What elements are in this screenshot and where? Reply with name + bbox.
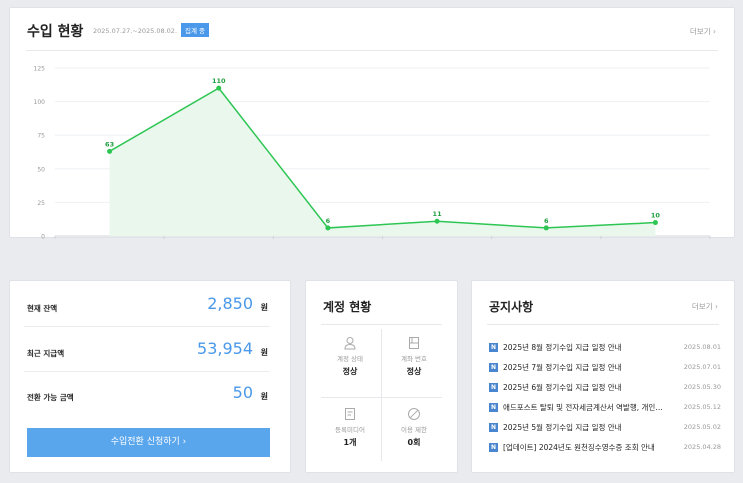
current-balance-unit: 원 (260, 303, 268, 312)
new-badge: N (489, 343, 498, 352)
notice-item[interactable]: N 2025년 7월 정기수입 지급 일정 안내 2025.07.01 (489, 362, 721, 374)
new-badge: N (489, 363, 498, 372)
registered-media-label: 등록미디어 (335, 426, 365, 434)
y-tick-label: 50 (37, 166, 45, 173)
new-badge: N (489, 423, 498, 432)
account-status-card: 계정 현황 계정 상태 정상 계좌 번호 정상 등록미디어 1개 (305, 280, 458, 473)
new-badge: N (489, 403, 498, 412)
registered-media-cell: 등록미디어 1개 (320, 407, 380, 448)
data-label: 6 (326, 217, 331, 225)
notice-item-title: [업데이트] 2024년도 원천징수영수증 조회 안내 (503, 443, 655, 452)
y-tick-label: 25 (37, 200, 45, 207)
notice-item-title: 2025년 6월 정기수입 지급 일정 안내 (503, 383, 622, 392)
data-label: 110 (212, 77, 226, 85)
notice-item-title: 2025년 7월 정기수입 지급 일정 안내 (503, 363, 622, 372)
notice-item-date: 2025.05.12 (683, 403, 721, 411)
notice-item-date: 2025.05.30 (683, 383, 721, 391)
recent-payment-label: 최근 지급액 (27, 349, 65, 358)
divider (321, 324, 442, 325)
data-label: 6 (544, 217, 549, 225)
usage-limit-value: 0회 (407, 438, 421, 447)
bank-account-cell: 계좌 번호 정상 (384, 336, 444, 377)
data-label: 11 (433, 210, 443, 218)
revenue-period: 2025.07.27.~2025.08.02. (93, 27, 178, 35)
convert-revenue-button[interactable]: 수입전환 신청하기 › (27, 428, 270, 457)
convertible-amount-unit: 원 (260, 392, 268, 401)
convertible-amount-label: 전환 가능 금액 (27, 393, 74, 402)
data-point (216, 85, 222, 91)
recent-payment-value: 53,954 (197, 339, 253, 358)
series-line (109, 87, 656, 229)
notice-item[interactable]: N 2025년 5월 정기수입 지급 일정 안내 2025.05.02 (489, 422, 721, 434)
notice-item[interactable]: N [업데이트] 2024년도 원천징수영수증 조회 안내 2025.04.28 (489, 442, 721, 454)
y-tick-label: 0 (41, 234, 45, 240)
current-balance-label: 현재 잔액 (27, 304, 58, 313)
divider (381, 329, 382, 461)
notice-item-title: 2025년 5월 정기수입 지급 일정 안내 (503, 423, 622, 432)
data-point (107, 148, 113, 154)
data-point (434, 218, 440, 224)
data-point (543, 225, 549, 231)
current-balance-value: 2,850 (207, 294, 253, 313)
account-state-value: 정상 (342, 367, 358, 376)
convertible-amount-value: 50 (232, 383, 253, 402)
bankbook-icon (409, 337, 419, 349)
revenue-title: 수입 현황 (27, 24, 84, 40)
divider (26, 50, 718, 51)
bank-account-label: 계좌 번호 (401, 355, 427, 363)
y-tick-label: 100 (34, 99, 46, 106)
bank-account-value: 정상 (406, 367, 422, 376)
notice-item-date: 2025.08.01 (683, 343, 721, 351)
notice-item[interactable]: N 2025년 8월 정기수입 지급 일정 안내 2025.08.01 (489, 342, 721, 354)
document-icon (345, 408, 355, 420)
status-badge: 집계 중 (181, 23, 210, 37)
usage-limit-label: 이용 제한 (401, 426, 427, 434)
block-icon (408, 408, 420, 420)
recent-payment-unit: 원 (260, 348, 268, 357)
notice-item-date: 2025.04.28 (683, 443, 721, 451)
data-label: 10 (651, 212, 661, 220)
registered-media-value: 1개 (343, 438, 357, 447)
person-icon (344, 337, 356, 350)
data-label: 63 (105, 140, 114, 148)
y-tick-label: 125 (34, 66, 46, 73)
revenue-card: 수입 현황 2025.07.27.~2025.08.02. 집계 중 더보기 ›… (9, 7, 735, 240)
revenue-more-link[interactable]: 더보기 › (689, 27, 716, 36)
new-badge: N (489, 383, 498, 392)
notice-item-date: 2025.05.02 (683, 423, 721, 431)
data-point (325, 225, 331, 231)
notice-item[interactable]: N 2025년 6월 정기수입 지급 일정 안내 2025.05.30 (489, 382, 721, 394)
data-point (652, 220, 658, 226)
notice-item-title: 2025년 8월 정기수입 지급 일정 안내 (503, 343, 622, 352)
revenue-chart: 0255075100125632025.07.27.1102025.07.28.… (34, 66, 711, 240)
notice-title: 공지사항 (489, 300, 534, 314)
usage-limit-cell: 이용 제한 0회 (384, 407, 444, 448)
notice-item-date: 2025.07.01 (683, 363, 721, 371)
balance-card: 현재 잔액 2,850 원 최근 지급액 53,954 원 전환 가능 금액 5… (9, 280, 291, 473)
divider (24, 326, 270, 327)
new-badge: N (489, 443, 498, 452)
account-state-cell: 계정 상태 정상 (320, 336, 380, 377)
notice-card: 공지사항 더보기 › N 2025년 8월 정기수입 지급 일정 안내 2025… (471, 280, 735, 473)
y-tick-label: 75 (37, 133, 45, 140)
divider (24, 371, 270, 372)
account-state-label: 계정 상태 (337, 355, 363, 363)
divider (487, 324, 719, 325)
notice-more-link[interactable]: 더보기 › (691, 302, 718, 311)
series-area (109, 88, 656, 236)
account-status-title: 계정 현황 (323, 300, 372, 314)
notice-item[interactable]: N 애드포스트 탈퇴 및 전자세금계산서 역발행, 개인정보 처리 안내 202… (489, 402, 721, 414)
notice-item-title: 애드포스트 탈퇴 및 전자세금계산서 역발행, 개인정보 처리 안내 (503, 403, 667, 412)
